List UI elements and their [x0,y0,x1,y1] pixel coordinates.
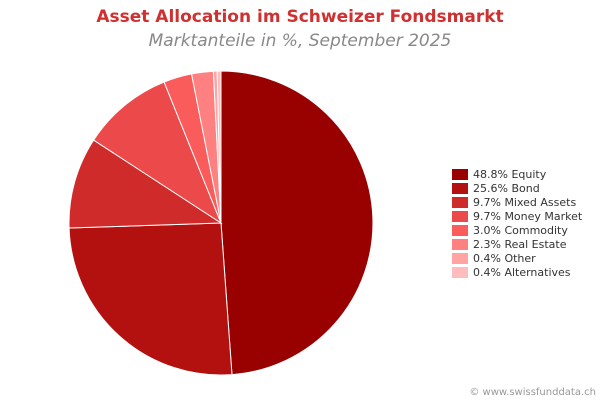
legend-label: 0.4% Alternatives [473,265,571,279]
legend-item-alternatives: 0.4% Alternatives [452,265,582,279]
pie-slice-alternatives [216,70,222,224]
legend-swatch [452,196,468,208]
pie-slice-equity [220,70,374,376]
legend-swatch [452,238,468,250]
legend-label: 2.3% Real Estate [473,237,567,251]
legend-item-mixed-assets: 9.7% Mixed Assets [452,195,582,209]
legend-label: 0.4% Other [473,251,536,265]
legend-item-real-estate: 2.3% Real Estate [452,237,582,251]
legend-label: 9.7% Money Market [473,209,583,223]
chart-title: Asset Allocation im Schweizer Fondsmarkt [96,7,504,27]
legend-item-other: 0.4% Other [452,251,582,265]
chart-legend: 48.8% Equity 25.6% Bond 9.7% Mixed Assets 9… [452,167,582,279]
pie-slice-money-market [92,81,223,225]
legend-item-commodity: 3.0% Commodity [452,223,582,237]
copyright-footer: © www.swissfunddata.ch [469,387,596,398]
legend-swatch [452,168,468,180]
legend-swatch [452,266,468,278]
legend-item-bond: 25.6% Bond [452,181,582,195]
legend-label: 25.6% Bond [473,181,540,195]
legend-item-money-market: 9.7% Money Market [452,209,582,223]
legend-swatch [452,224,468,236]
legend-item-equity: 48.8% Equity [452,167,582,181]
pie-slice-mixed-assets [68,139,223,229]
legend-swatch [452,182,468,194]
legend-label: 9.7% Mixed Assets [473,195,577,209]
legend-swatch [452,252,468,264]
legend-label: 3.0% Commodity [473,223,568,237]
legend-label: 48.8% Equity [473,167,547,181]
chart-subtitle: Marktanteile in %, September 2025 [148,31,452,51]
legend-swatch [452,210,468,222]
pie-slice-bond [68,222,233,376]
